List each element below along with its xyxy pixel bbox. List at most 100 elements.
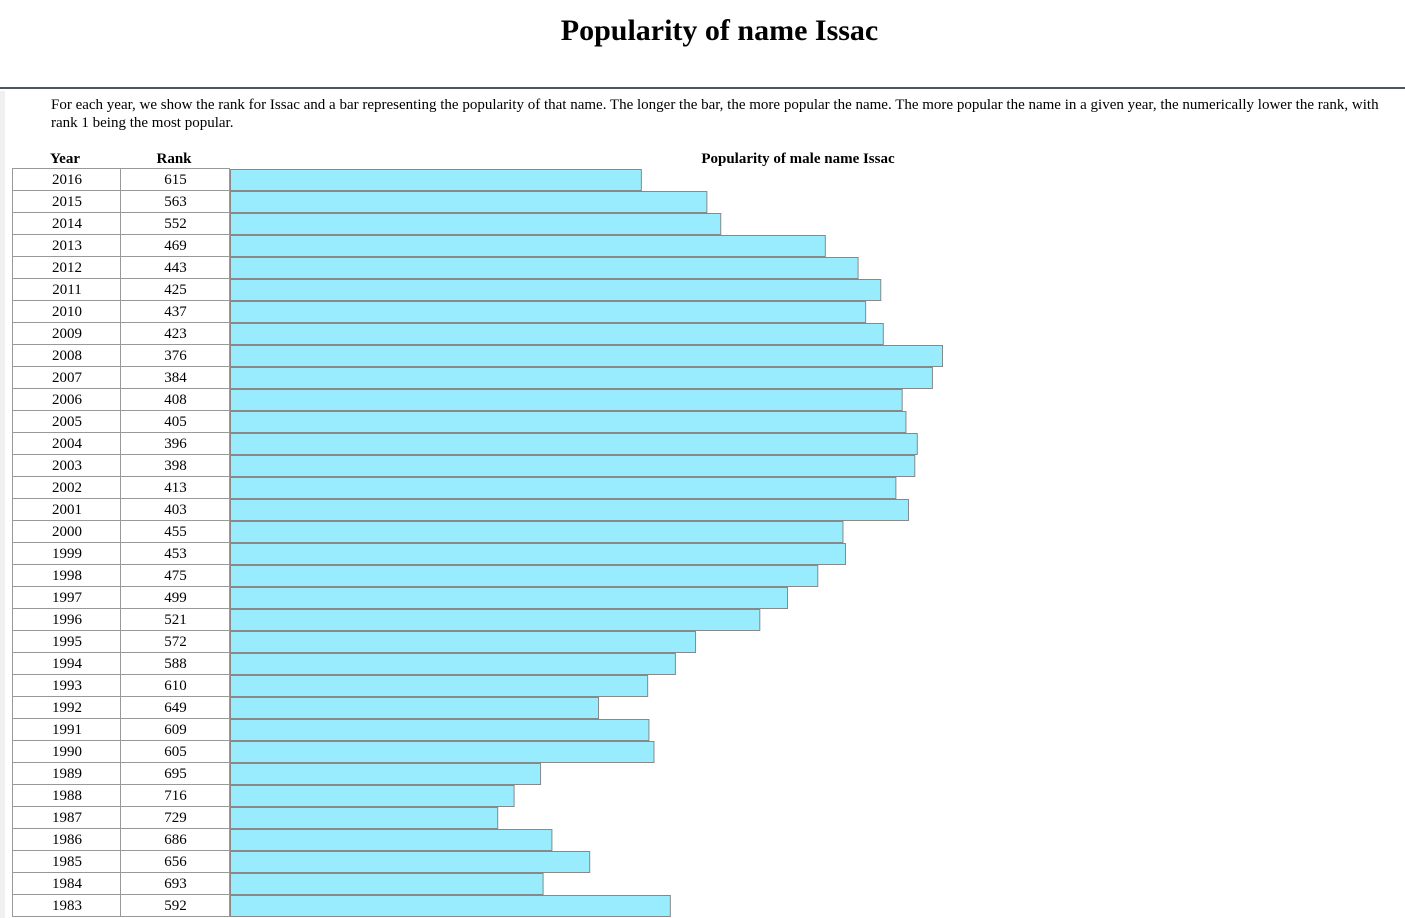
year-label: 1986	[52, 832, 83, 848]
year-label: 2002	[52, 480, 82, 496]
year-label: 2001	[52, 502, 82, 518]
rank-value: 499	[164, 590, 187, 606]
rank-value: 408	[164, 392, 187, 408]
rank-value: 425	[164, 282, 187, 298]
rank-bar	[230, 323, 884, 345]
rank-bar	[230, 565, 819, 587]
year-label: 2015	[52, 194, 82, 210]
year-label: 1987	[52, 810, 83, 826]
rank-bar	[230, 169, 642, 191]
year-label: 2013	[52, 238, 82, 254]
rank-value: 563	[164, 194, 187, 210]
rank-value: 437	[164, 304, 187, 320]
rank-bar	[230, 697, 600, 719]
rank-value: 396	[164, 436, 187, 452]
year-label: 2012	[52, 260, 82, 276]
rank-value: 716	[164, 788, 187, 804]
rank-value: 592	[164, 898, 187, 914]
rank-value: 588	[164, 656, 187, 672]
rank-bar	[230, 851, 591, 873]
rank-value: 615	[164, 172, 187, 188]
year-label: 1998	[52, 568, 82, 584]
year-label: 1983	[52, 898, 82, 914]
chart-title: Popularity of male name Issac	[701, 151, 895, 167]
rank-value: 552	[164, 216, 187, 232]
description-text: For each year, we show the rank for Issa…	[51, 97, 1379, 131]
year-label: 1990	[52, 744, 82, 760]
year-label: 1996	[52, 612, 83, 628]
year-label: 2008	[52, 348, 82, 364]
rank-bar	[230, 719, 650, 741]
year-label: 2006	[52, 392, 83, 408]
year-label: 1988	[52, 788, 82, 804]
year-label: 2003	[52, 458, 82, 474]
rank-bar	[230, 455, 916, 477]
page-title: Popularity of name Issac	[560, 14, 879, 47]
rank-bar	[230, 675, 649, 697]
year-column-header: Year	[50, 151, 80, 167]
rank-bar	[230, 235, 826, 257]
year-label: 2011	[52, 282, 81, 298]
rank-column-header: Rank	[156, 151, 192, 167]
year-label: 1995	[52, 634, 82, 650]
rank-value: 453	[164, 546, 187, 562]
rank-bar	[230, 807, 499, 829]
year-label: 2016	[52, 172, 83, 188]
rank-value: 605	[164, 744, 187, 760]
rank-value: 403	[164, 502, 187, 518]
rank-value: 398	[164, 458, 187, 474]
rank-bar	[230, 609, 761, 631]
year-label: 1994	[52, 656, 83, 672]
rank-bar	[230, 345, 943, 367]
rank-value: 693	[164, 876, 187, 892]
rank-bar	[230, 279, 882, 301]
rank-bar	[230, 521, 844, 543]
title-divider	[0, 87, 1405, 89]
rank-bar	[230, 367, 933, 389]
rank-bar	[230, 499, 909, 521]
rank-bar	[230, 829, 553, 851]
year-label: 2004	[52, 436, 83, 452]
rank-bar	[230, 653, 676, 675]
rank-bar	[230, 543, 846, 565]
rank-bar	[230, 873, 544, 895]
rank-bar	[230, 191, 708, 213]
rank-bar	[230, 433, 918, 455]
year-label: 2005	[52, 414, 82, 430]
rank-bar	[230, 257, 859, 279]
year-label: 1989	[52, 766, 82, 782]
year-label: 1991	[52, 722, 82, 738]
rank-value: 413	[164, 480, 187, 496]
rank-value: 649	[164, 700, 187, 716]
year-label: 1984	[52, 876, 83, 892]
year-label: 2010	[52, 304, 82, 320]
rank-bar	[230, 741, 655, 763]
year-label: 1992	[52, 700, 82, 716]
left-margin-strip	[0, 91, 5, 918]
year-label: 1985	[52, 854, 82, 870]
rank-value: 475	[164, 568, 187, 584]
rank-value: 521	[164, 612, 187, 628]
rank-value: 423	[164, 326, 187, 342]
rank-value: 469	[164, 238, 187, 254]
year-label: 2000	[52, 524, 82, 540]
year-label: 1993	[52, 678, 82, 694]
rank-bar	[230, 477, 897, 499]
rank-bar	[230, 389, 903, 411]
rank-value: 376	[164, 348, 187, 364]
rank-bar	[230, 785, 515, 807]
rank-bar	[230, 763, 542, 785]
rank-value: 443	[164, 260, 187, 276]
year-label: 2014	[52, 216, 83, 232]
rank-bar	[230, 631, 697, 653]
rank-value: 610	[164, 678, 187, 694]
rank-value: 609	[164, 722, 187, 738]
rank-value: 695	[164, 766, 187, 782]
rank-value: 729	[164, 810, 187, 826]
rank-value: 455	[164, 524, 187, 540]
rank-cell	[120, 894, 230, 917]
rank-value: 384	[164, 370, 187, 386]
rank-value: 572	[164, 634, 187, 650]
year-label: 1997	[52, 590, 83, 606]
